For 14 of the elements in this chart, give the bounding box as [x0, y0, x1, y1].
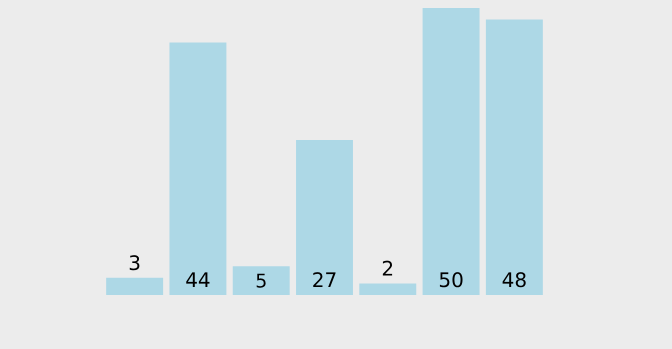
- bar: [486, 19, 543, 295]
- data-label: 48: [502, 268, 528, 292]
- bar: [106, 278, 164, 295]
- data-label: 50: [438, 268, 464, 292]
- data-label: 27: [312, 268, 338, 292]
- data-label: 44: [185, 268, 211, 292]
- bar: [232, 266, 290, 295]
- bar: [296, 140, 353, 295]
- bar: [422, 8, 480, 295]
- bar: [169, 42, 226, 295]
- data-label: 2: [381, 256, 394, 281]
- data-label: 5: [255, 270, 268, 292]
- bar: [359, 284, 416, 295]
- data-label: 3: [128, 250, 142, 275]
